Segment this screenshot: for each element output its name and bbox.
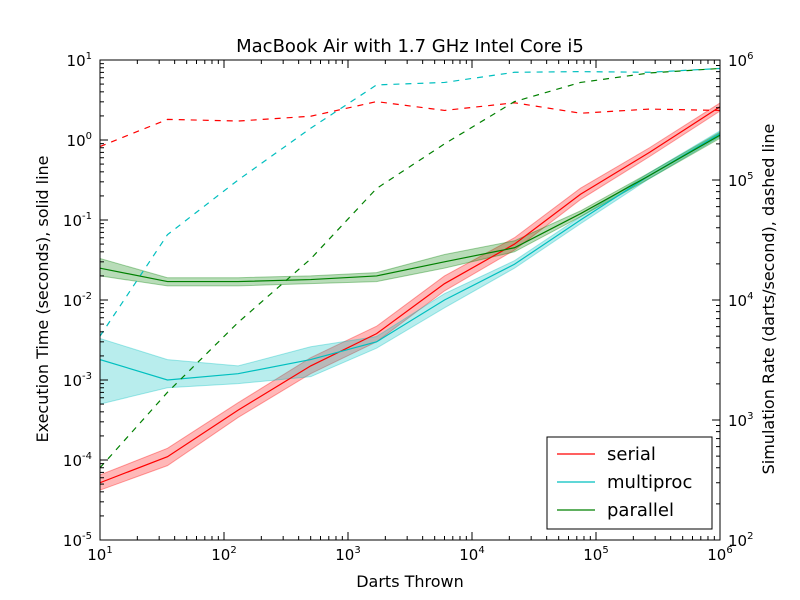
y-left-tick-label: 10-3	[63, 371, 92, 390]
y-left-tick-label: 100	[67, 131, 92, 150]
y-left-tick-label: 10-5	[63, 531, 92, 550]
x-tick-label: 105	[583, 545, 608, 564]
y-left-tick-label: 10-2	[63, 291, 92, 310]
legend: serial multiproc parallel	[546, 436, 713, 530]
y-axis-right-title: Simulation Rate (darts/second), dashed l…	[759, 124, 778, 475]
legend-label-multiproc: multiproc	[607, 472, 692, 493]
legend-box	[546, 436, 713, 530]
parallel-time-line	[100, 134, 720, 283]
chart-title: MacBook Air with 1.7 GHz Intel Core i5	[236, 36, 584, 57]
serial-time-band	[100, 102, 720, 491]
y-right-tick-label: 102	[728, 531, 753, 550]
series-lines	[100, 67, 720, 484]
multiproc-rate-line	[100, 67, 720, 337]
error-bands	[100, 102, 720, 491]
y-right-tick-label: 105	[728, 171, 753, 190]
parallel-rate-line	[100, 67, 720, 469]
x-tick-label: 106	[707, 545, 732, 564]
axis-tick-labels: 101 102 103 104 105 106 10-5 10-4 10-3 10-2 10-1 10…	[63, 51, 754, 564]
y-left-tick-label: 10-4	[63, 451, 92, 470]
x-tick-label: 104	[459, 545, 484, 564]
y-left-tick-label: 10-1	[63, 211, 92, 230]
x-tick-label: 103	[335, 545, 360, 564]
x-tick-label: 102	[211, 545, 236, 564]
legend-label-serial: serial	[607, 444, 656, 465]
y-right-tick-label: 103	[728, 411, 753, 430]
multiproc-time-band	[100, 130, 720, 405]
y-axis-left-title: Execution Time (seconds), solid line	[33, 155, 52, 442]
y-left-tick-label: 101	[67, 51, 92, 70]
serial-rate-line	[100, 101, 720, 148]
multiproc-time-line	[100, 133, 720, 381]
y-right-tick-label: 106	[728, 51, 753, 70]
axis-ticks	[99, 59, 721, 541]
x-tick-label: 101	[87, 545, 112, 564]
legend-label-parallel: parallel	[607, 500, 674, 521]
parallel-time-band	[100, 131, 720, 287]
serial-time-line	[100, 106, 720, 484]
x-axis-title: Darts Thrown	[356, 572, 464, 591]
y-right-tick-label: 104	[728, 291, 753, 310]
